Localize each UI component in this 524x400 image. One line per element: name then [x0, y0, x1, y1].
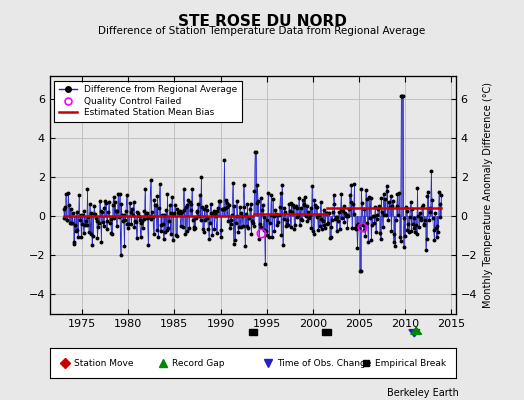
Text: Record Gap: Record Gap: [172, 358, 224, 368]
Text: Berkeley Earth: Berkeley Earth: [387, 388, 458, 398]
Text: Difference of Station Temperature Data from Regional Average: Difference of Station Temperature Data f…: [99, 26, 425, 36]
Text: Station Move: Station Move: [74, 358, 134, 368]
Legend: Difference from Regional Average, Quality Control Failed, Estimated Station Mean: Difference from Regional Average, Qualit…: [54, 80, 242, 122]
Y-axis label: Monthly Temperature Anomaly Difference (°C): Monthly Temperature Anomaly Difference (…: [483, 82, 493, 308]
Text: Time of Obs. Change: Time of Obs. Change: [277, 358, 372, 368]
Text: STE ROSE DU NORD: STE ROSE DU NORD: [178, 14, 346, 29]
Text: Empirical Break: Empirical Break: [375, 358, 446, 368]
